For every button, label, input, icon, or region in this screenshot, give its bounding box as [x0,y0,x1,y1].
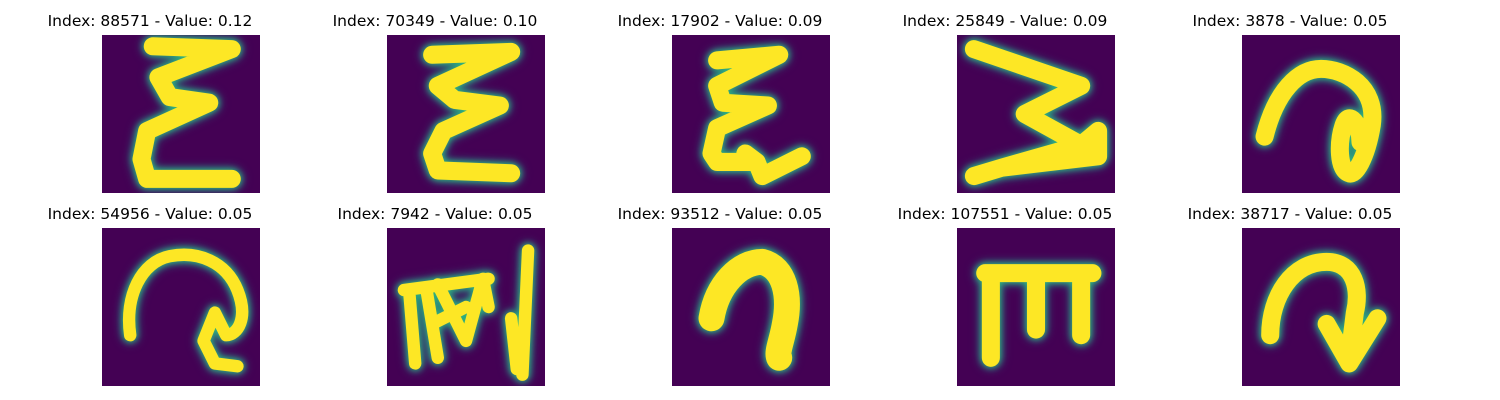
arch-with-arrow-icon [1242,228,1400,386]
panel-10: Index: 38717 - Value: 0.05 [1170,193,1470,383]
sideways-w-zigzag-icon [957,35,1115,193]
three-stacked-zigzag-e-icon [387,35,545,193]
panel-title: Index: 54956 - Value: 0.05 [0,205,300,223]
panel-title: Index: 7942 - Value: 0.05 [285,205,585,223]
panel-title: Index: 25849 - Value: 0.09 [855,12,1155,30]
scribbled-strokes-icon [387,228,545,386]
panel-title: Index: 107551 - Value: 0.05 [855,205,1155,223]
panel-title: Index: 93512 - Value: 0.05 [570,205,870,223]
panel-title: Index: 70349 - Value: 0.10 [285,12,585,30]
thick-arch-icon [672,228,830,386]
panel-title: Index: 38717 - Value: 0.05 [1140,205,1440,223]
upright-m-comb-icon [957,228,1115,386]
panel-title: Index: 3878 - Value: 0.05 [1140,12,1440,30]
panel-title: Index: 17902 - Value: 0.09 [570,12,870,30]
panel-5: Index: 3878 - Value: 0.05 [1170,0,1470,190]
three-stacked-zigzag-e-icon [672,35,830,193]
three-stacked-zigzag-e-icon [102,35,260,193]
panel-title: Index: 88571 - Value: 0.12 [0,12,300,30]
looped-swirl-icon [1242,35,1400,193]
arch-with-hook-icon [102,228,260,386]
